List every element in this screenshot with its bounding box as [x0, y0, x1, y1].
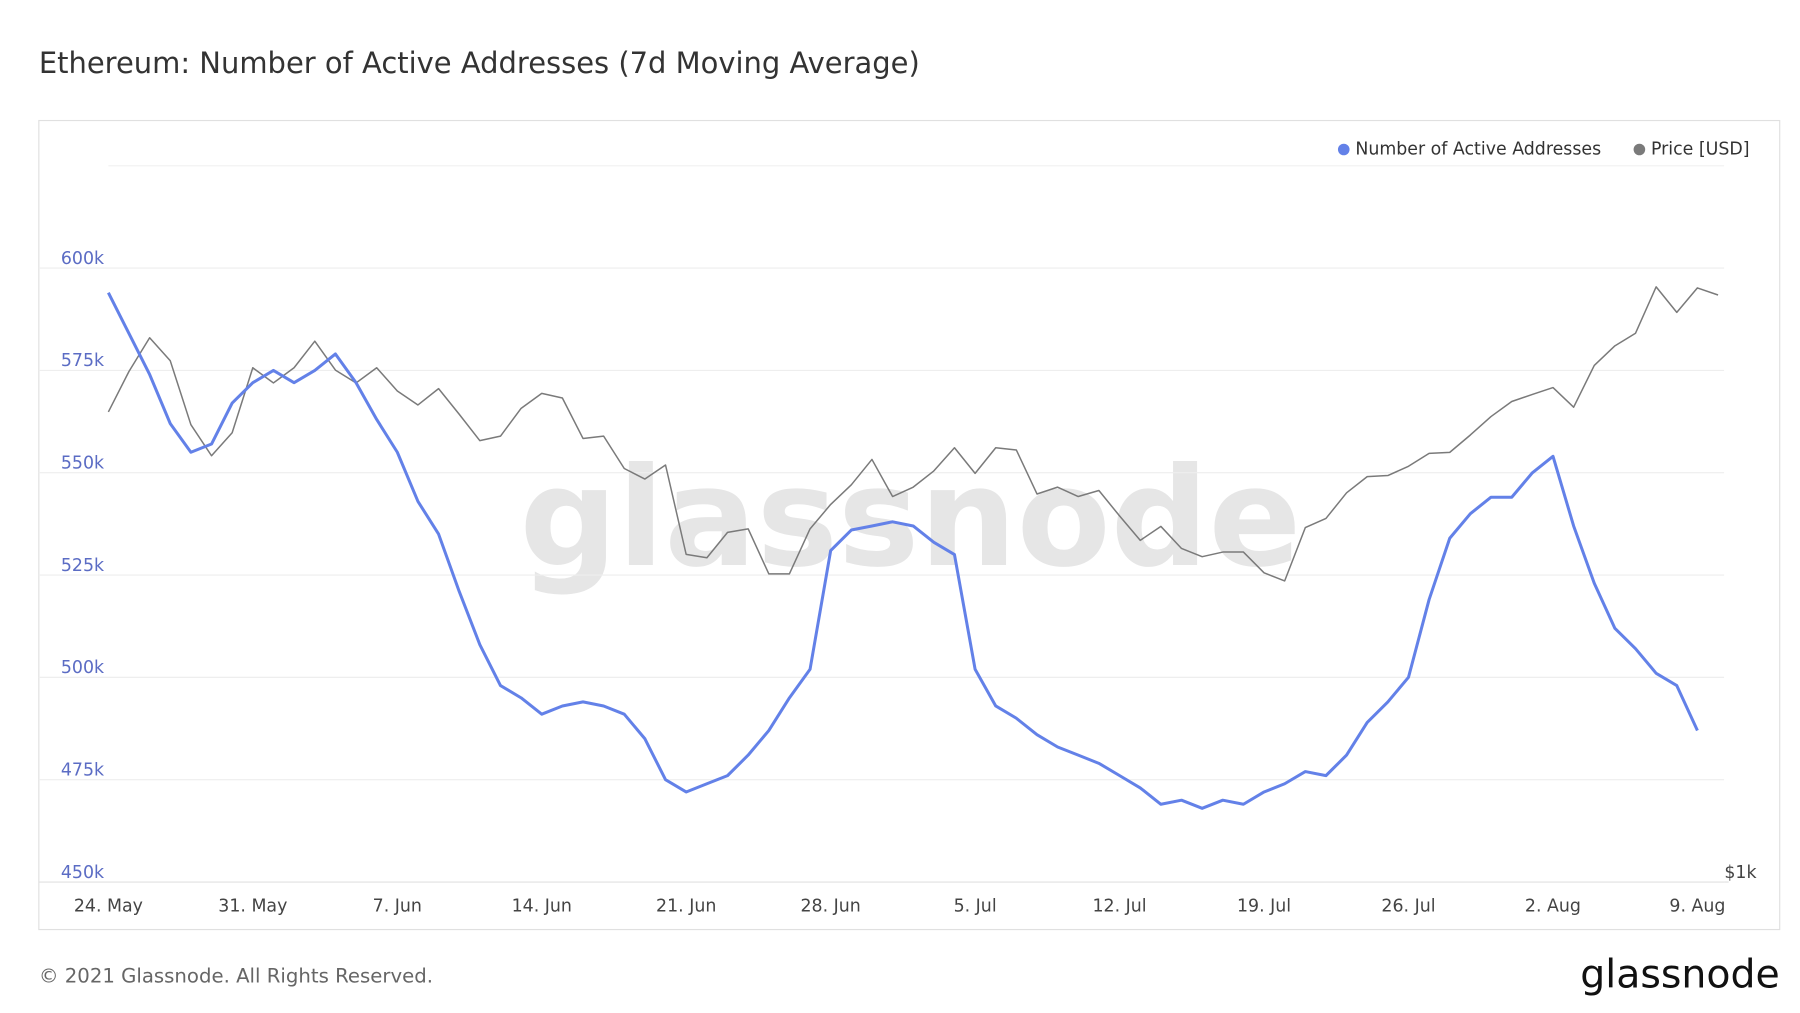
x-tick-label: 7. Jun [373, 896, 422, 916]
x-tick-label: 19. Jul [1237, 896, 1291, 916]
legend-label: Number of Active Addresses [1355, 140, 1601, 160]
copyright: © 2021 Glassnode. All Rights Reserved. [39, 965, 433, 988]
watermark: glassnode [520, 439, 1302, 598]
y-tick-label: 450k [61, 863, 105, 883]
x-tick-label: 2. Aug [1525, 896, 1581, 916]
series-line [107, 291, 1699, 810]
x-tick-label: 31. May [218, 896, 287, 916]
x-tick-label: 9. Aug [1669, 896, 1725, 916]
legend-swatch [1633, 143, 1646, 156]
legend-swatch [1337, 143, 1350, 156]
y2-tick-label: $1k [1724, 863, 1757, 883]
x-tick-label: 14. Jun [512, 896, 572, 916]
y-tick-label: 600k [61, 249, 105, 269]
chart-title: Ethereum: Number of Active Addresses (7d… [39, 46, 920, 80]
y-tick-label: 525k [61, 556, 105, 576]
x-tick-label: 12. Jul [1093, 896, 1147, 916]
x-tick-label: 21. Jun [656, 896, 716, 916]
x-tick-label: 5. Jul [954, 896, 997, 916]
y-tick-label: 475k [61, 760, 105, 780]
x-tick-label: 28. Jun [801, 896, 861, 916]
y-tick-label: 500k [61, 658, 105, 678]
x-tick-label: 26. Jul [1381, 896, 1435, 916]
series-line [107, 286, 1719, 582]
x-tick-label: 24. May [74, 896, 143, 916]
y-tick-label: 575k [61, 351, 105, 371]
y-tick-label: 550k [61, 453, 105, 473]
chart-frame [38, 119, 1781, 931]
logo: glassnode [1580, 952, 1779, 998]
legend-label: Price [USD] [1651, 140, 1750, 160]
